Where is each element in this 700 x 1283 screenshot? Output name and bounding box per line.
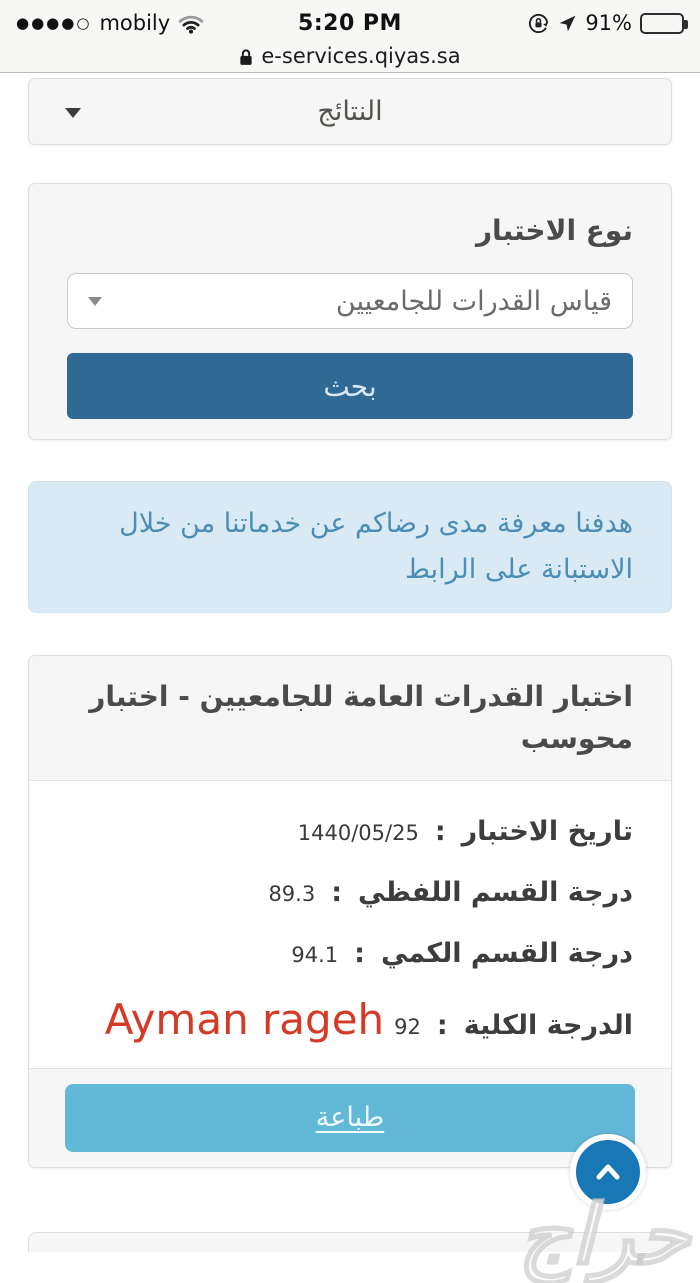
rotation-lock-icon bbox=[527, 12, 550, 35]
row-separator: : bbox=[331, 876, 343, 908]
location-arrow-icon bbox=[558, 14, 577, 33]
scroll-to-top-button[interactable] bbox=[570, 1134, 646, 1210]
survey-info-text: هدفنا معرفة مدى رضاكم عن خدماتنا من خلال… bbox=[119, 508, 633, 585]
address-bar[interactable]: e-services.qiyas.sa bbox=[0, 40, 700, 73]
lock-icon bbox=[239, 48, 253, 66]
table-row-verbal-score: درجة القسم اللفظي : 89.3 bbox=[67, 862, 633, 923]
print-button[interactable]: طباعة bbox=[65, 1083, 635, 1152]
overlay-name-annotation: Ayman rageh bbox=[104, 994, 385, 1044]
cell-signal-icon: ●●●●○ bbox=[16, 14, 92, 32]
select-caret-icon bbox=[88, 296, 102, 306]
survey-info-box: هدفنا معرفة مدى رضاكم عن خدماتنا من خلال… bbox=[28, 481, 672, 613]
battery-icon bbox=[640, 12, 688, 34]
row-label: درجة القسم الكمي bbox=[380, 937, 633, 969]
row-label: درجة القسم اللفظي bbox=[358, 876, 633, 908]
exam-result-title: اختبار القدرات العامة للجامعيين - اختبار… bbox=[29, 655, 671, 781]
table-row-total-score: الدرجة الكلية : 92 Ayman rageh bbox=[67, 984, 633, 1056]
exam-type-selected-value: قياس القدرات للجامعيين bbox=[335, 285, 612, 317]
row-value: 94.1 bbox=[291, 942, 339, 967]
chevron-up-icon bbox=[591, 1161, 625, 1183]
table-row-exam-date: تاريخ الاختبار : 1440/05/25 bbox=[67, 801, 633, 862]
exam-search-card: نوع الاختبار قياس القدرات للجامعيين بحث bbox=[28, 183, 672, 440]
row-value: 89.3 bbox=[268, 881, 316, 906]
status-bar-right: 91% bbox=[402, 11, 688, 35]
row-separator: : bbox=[354, 937, 365, 969]
status-bar-time: 5:20 PM bbox=[298, 10, 402, 36]
status-bar-left: ●●●●○ mobily bbox=[16, 11, 298, 35]
next-accordion-header-partial[interactable] bbox=[28, 1232, 672, 1252]
results-accordion-label: النتائج bbox=[317, 96, 383, 127]
row-label: تاريخ الاختبار bbox=[461, 815, 633, 847]
row-separator: : bbox=[434, 815, 446, 847]
status-bar: ●●●●○ mobily 5:20 PM 91% bbox=[0, 0, 700, 40]
results-accordion-header[interactable]: النتائج bbox=[28, 78, 672, 145]
exam-result-card: اختبار القدرات العامة للجامعيين - اختبار… bbox=[28, 654, 672, 1168]
exam-result-body: تاريخ الاختبار : 1440/05/25 درجة القسم ا… bbox=[29, 780, 671, 1068]
wifi-icon bbox=[178, 14, 204, 34]
exam-type-select[interactable]: قياس القدرات للجامعيين bbox=[67, 273, 633, 329]
row-value: 92 bbox=[394, 1014, 421, 1039]
carrier-label: mobily bbox=[99, 11, 171, 35]
address-bar-domain: e-services.qiyas.sa bbox=[261, 44, 461, 68]
row-label: الدرجة الكلية bbox=[463, 1009, 633, 1041]
search-button[interactable]: بحث bbox=[67, 353, 633, 419]
table-row-quantitative-score: درجة القسم الكمي : 94.1 bbox=[67, 923, 633, 984]
exam-result-footer: طباعة bbox=[29, 1067, 671, 1167]
battery-percent-label: 91% bbox=[585, 11, 632, 35]
exam-type-title: نوع الاختبار bbox=[475, 214, 633, 247]
chevron-down-icon bbox=[65, 108, 81, 118]
row-separator: : bbox=[436, 1009, 448, 1041]
row-value: 1440/05/25 bbox=[297, 820, 419, 845]
